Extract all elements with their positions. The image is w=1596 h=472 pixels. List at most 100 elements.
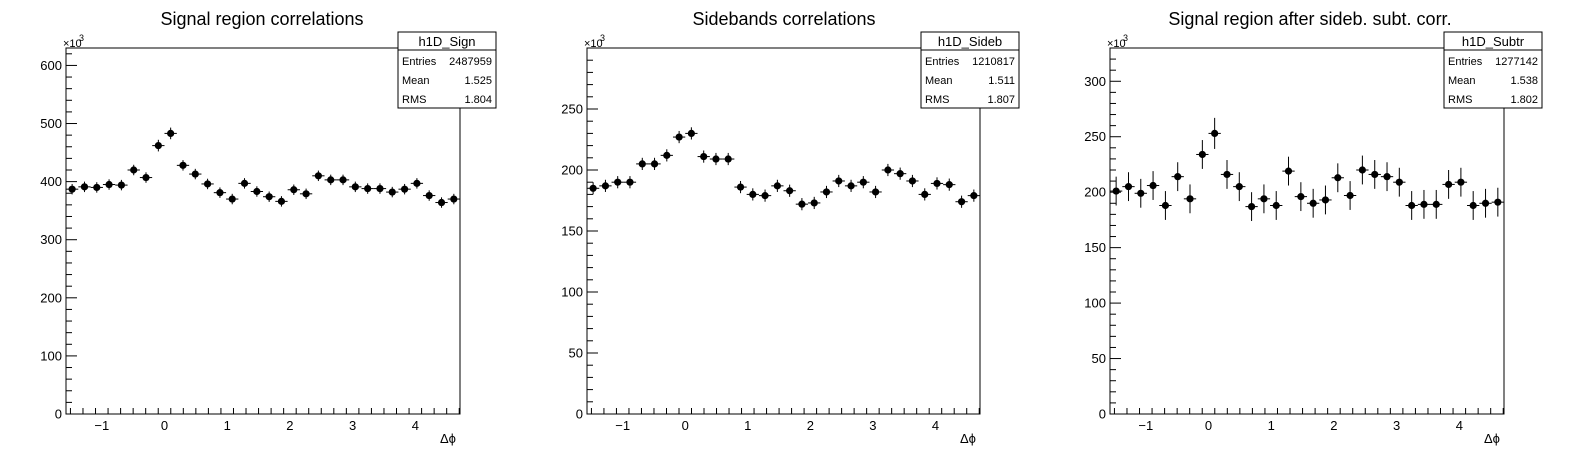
data-point [697,150,710,163]
y-tick-label: 500 [40,116,62,131]
data-point [102,179,116,190]
data-point [930,177,944,190]
data-marker [277,197,286,205]
stats-value: 1.525 [464,75,492,87]
data-marker [80,183,89,191]
data-point [299,188,313,200]
data-marker [1223,170,1231,179]
stats-value: 1277142 [1495,56,1538,68]
data-point [336,174,350,186]
data-point [1134,178,1147,208]
data-point [1454,167,1468,197]
data-point [1356,155,1369,185]
x-tick-label: 4 [1456,418,1463,433]
y-tick-label: 250 [561,102,583,117]
data-point [1294,182,1308,212]
data-point [955,195,968,208]
stats-key: Entries [402,56,437,68]
data-marker [736,183,745,191]
data-marker [290,186,298,194]
data-point [189,168,202,180]
data-marker [413,179,421,187]
data-point [386,186,399,198]
data-point [275,196,288,207]
data-point [1491,187,1504,217]
data-point [1109,176,1123,206]
x-tick-label: 3 [349,418,356,433]
x-tick-label: 0 [161,418,168,433]
data-marker [1494,198,1502,206]
stats-box-title: h1D_Sideb [938,34,1002,49]
data-point [746,188,759,201]
data-marker [1358,166,1366,174]
x-tick-label: 0 [682,418,689,433]
data-marker [265,193,273,201]
x-tick-label: 2 [1330,418,1337,433]
data-marker [884,166,892,174]
data-marker [179,161,187,169]
data-point [127,164,140,176]
data-point [660,149,673,162]
data-marker [1198,150,1206,159]
stats-key: Entries [1448,56,1483,68]
chart-panel-2: Sidebands correlations 0 50 100 150 200 250 −1 0… [561,9,1020,446]
data-marker [822,188,831,196]
data-point [1257,184,1271,214]
y-tick-label: 50 [1092,351,1106,366]
data-point [1245,192,1258,222]
chart-title: Signal region correlations [160,9,363,29]
y-tick-label: 0 [576,407,583,422]
x-tick-label: 1 [1268,418,1275,433]
data-marker [1260,195,1268,203]
data-point [1196,140,1209,169]
y-multiplier-label: ×10 [1107,38,1126,50]
data-marker [761,192,769,200]
data-marker [1481,199,1490,207]
data-marker [810,199,818,207]
data-point [1430,189,1443,219]
data-point [734,180,747,194]
data-marker [327,176,335,184]
data-marker [93,183,101,192]
y-tick-label: 200 [40,290,62,305]
data-point [361,183,374,194]
data-marker [626,178,634,186]
data-marker [1334,174,1342,182]
stats-box-title: h1D_Subtr [1462,34,1525,49]
data-marker [401,185,409,193]
data-point [808,196,821,210]
data-point [1393,167,1406,197]
data-point [857,176,870,189]
data-marker [240,179,249,187]
x-tick-label: 0 [1205,418,1212,433]
data-marker [1211,129,1219,137]
data-point [1233,172,1246,202]
data-point [1270,191,1283,220]
y-tick-label: 150 [561,224,583,239]
data-marker [1309,199,1317,207]
data-point [90,182,103,193]
data-point [709,152,723,166]
data-point [795,198,809,211]
stats-key: Mean [1448,75,1476,87]
data-point [611,176,624,189]
y-multiplier-exponent: 3 [1123,33,1128,43]
data-point [906,174,919,188]
data-point [1405,191,1418,220]
data-point [894,167,907,180]
chart-panel-3: Signal region after sideb. subt. corr. 0 5… [1084,9,1543,446]
data-marker [117,181,126,189]
y-tick-label: 250 [1084,129,1106,144]
chart-panel-1: Signal region correlations 0 100 200 300 400 5… [40,9,497,446]
stats-value: 1.538 [1510,75,1538,87]
data-marker [859,178,867,186]
data-marker [700,152,708,161]
data-point [398,183,411,195]
data-marker [663,151,671,159]
data-point [636,157,649,170]
y-tick-label: 0 [55,407,62,422]
data-point [263,191,276,202]
data-marker [376,184,384,193]
data-marker [773,182,781,190]
data-point [1368,160,1381,189]
